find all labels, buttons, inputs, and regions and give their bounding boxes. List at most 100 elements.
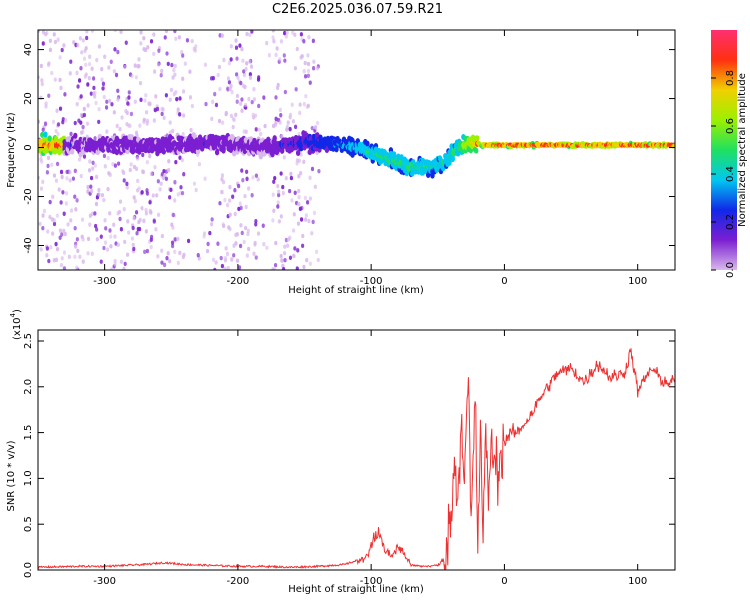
spectrogram-noise-point — [281, 184, 285, 190]
spectrogram-noise-point — [276, 85, 280, 91]
snr-x-tick-label: 100 — [628, 576, 647, 587]
spectrogram-noise-point — [234, 241, 238, 246]
spectrogram-noise-point — [190, 103, 194, 109]
spectrogram-noise-point — [303, 60, 307, 66]
spectrogram-noise-point — [314, 249, 319, 254]
spectrogram-noise-point — [62, 43, 66, 48]
spectrogram-noise-point — [316, 257, 320, 263]
spectrogram-noise-point — [298, 206, 302, 212]
spectrogram-noise-point — [245, 176, 249, 182]
spectrogram-noise-point — [69, 218, 73, 223]
spectrogram-noise-point — [148, 153, 152, 159]
spectrogram-point — [258, 153, 264, 160]
spectrogram-noise-point — [125, 185, 129, 190]
spectrogram-noise-point — [305, 104, 309, 110]
spectrogram-noise-point — [305, 258, 309, 263]
spectrogram-noise-point — [124, 40, 128, 45]
spectrogram-noise-point — [77, 78, 82, 83]
spectrogram-noise-point — [248, 59, 252, 64]
spectrogram-noise-point — [112, 110, 116, 115]
snr-y-tick-label: 1.5 — [23, 425, 34, 441]
spectrogram-point — [447, 159, 452, 166]
spectrogram-noise-point — [181, 53, 185, 58]
spectrogram-noise-point — [94, 100, 98, 106]
spectrogram-noise-point — [139, 30, 143, 35]
spectrogram-noise-point — [262, 95, 266, 100]
spectrogram-noise-point — [55, 246, 60, 252]
spectrogram-noise-point — [63, 92, 67, 97]
spectrogram-noise-point — [311, 219, 315, 225]
spectrogram-noise-point — [289, 175, 293, 181]
spectrogram-noise-point — [59, 85, 63, 91]
spectrogram-noise-point — [181, 89, 186, 94]
snr-frame — [37, 329, 676, 571]
spectrogram-noise-point — [122, 266, 126, 270]
spectrogram-noise-point — [56, 131, 60, 137]
spectrogram-noise-point — [217, 64, 222, 70]
spectrogram-noise-point — [85, 121, 90, 126]
spectrogram-noise-point — [43, 121, 48, 127]
spectrogram-noise-point — [137, 186, 141, 191]
spectrogram-noise-point — [86, 82, 90, 87]
spectrogram-noise-point — [272, 38, 276, 44]
spectrogram-noise-point — [253, 113, 258, 118]
spectrogram-noise-point — [299, 55, 303, 60]
spectrogram-noise-point — [284, 34, 288, 39]
spectrogram-noise-point — [180, 190, 185, 196]
spectrogram-noise-point — [41, 179, 45, 185]
spectrogram-noise-point — [165, 255, 169, 261]
spectrogram-noise-point — [244, 225, 248, 231]
spectrogram-noise-point — [194, 187, 198, 193]
spectrogram-noise-point — [241, 178, 245, 183]
spectrogram-noise-point — [157, 48, 161, 54]
spectrogram-noise-point — [103, 54, 107, 59]
spectrogram-noise-point — [290, 198, 294, 203]
spectrogram-noise-point — [68, 71, 72, 76]
spectrogram-noise-point — [171, 243, 175, 249]
spectrogram-noise-point — [101, 81, 106, 87]
spectrogram-noise-point — [91, 160, 95, 166]
spectrogram-noise-point — [182, 172, 186, 177]
spectrogram-noise-point — [313, 125, 318, 130]
spectrogram-noise-point — [102, 94, 106, 100]
spectrogram-noise-point — [105, 99, 109, 104]
spectrogram-point — [440, 165, 446, 172]
spectrogram-noise-point — [59, 262, 64, 268]
spectrogram-noise-point — [45, 253, 49, 258]
spectrogram-noise-point — [129, 111, 134, 117]
spectrogram-noise-point — [163, 262, 167, 268]
spectrogram-noise-point — [50, 70, 54, 76]
spectrogram-noise-point — [86, 189, 90, 194]
spectrogram-noise-point — [46, 163, 50, 169]
spectrogram-noise-point — [283, 89, 287, 95]
spectrogram-noise-point — [133, 198, 137, 204]
spectrogram-noise-point — [256, 77, 261, 82]
spectrogram-point — [450, 156, 455, 163]
spectrogram-noise-point — [288, 235, 292, 240]
spectrogram-noise-point — [59, 169, 64, 175]
spectrogram-noise-point — [65, 176, 69, 181]
spectrogram-noise-point — [90, 66, 94, 71]
spectrogram-noise-point — [312, 59, 316, 64]
spectrogram-noise-point — [86, 103, 90, 108]
spectrogram-noise-point — [273, 175, 277, 181]
spectrogram-noise-point — [142, 218, 146, 224]
spectrogram-noise-point — [73, 254, 77, 260]
spectrogram-noise-point — [131, 225, 135, 231]
spectrogram-point — [473, 147, 479, 154]
spectrogram-noise-point — [183, 61, 187, 66]
spectrogram-noise-point — [133, 99, 137, 104]
spectrogram-noise-point — [244, 204, 248, 210]
spectrogram-noise-point — [140, 206, 144, 211]
spectrogram-noise-point — [81, 129, 85, 135]
spectrogram-noise-point — [41, 127, 45, 132]
spectrogram-noise-point — [133, 63, 137, 68]
spectrogram-noise-point — [156, 62, 161, 67]
spectrogram-point — [78, 151, 83, 158]
spectrogram-point — [272, 135, 277, 142]
spectrogram-noise-point — [218, 86, 222, 92]
spectrogram-noise-point — [230, 89, 234, 95]
spectrogram-noise-point — [303, 217, 308, 222]
spectrogram-noise-point — [99, 234, 103, 239]
spectrogram-noise-point — [214, 260, 218, 265]
